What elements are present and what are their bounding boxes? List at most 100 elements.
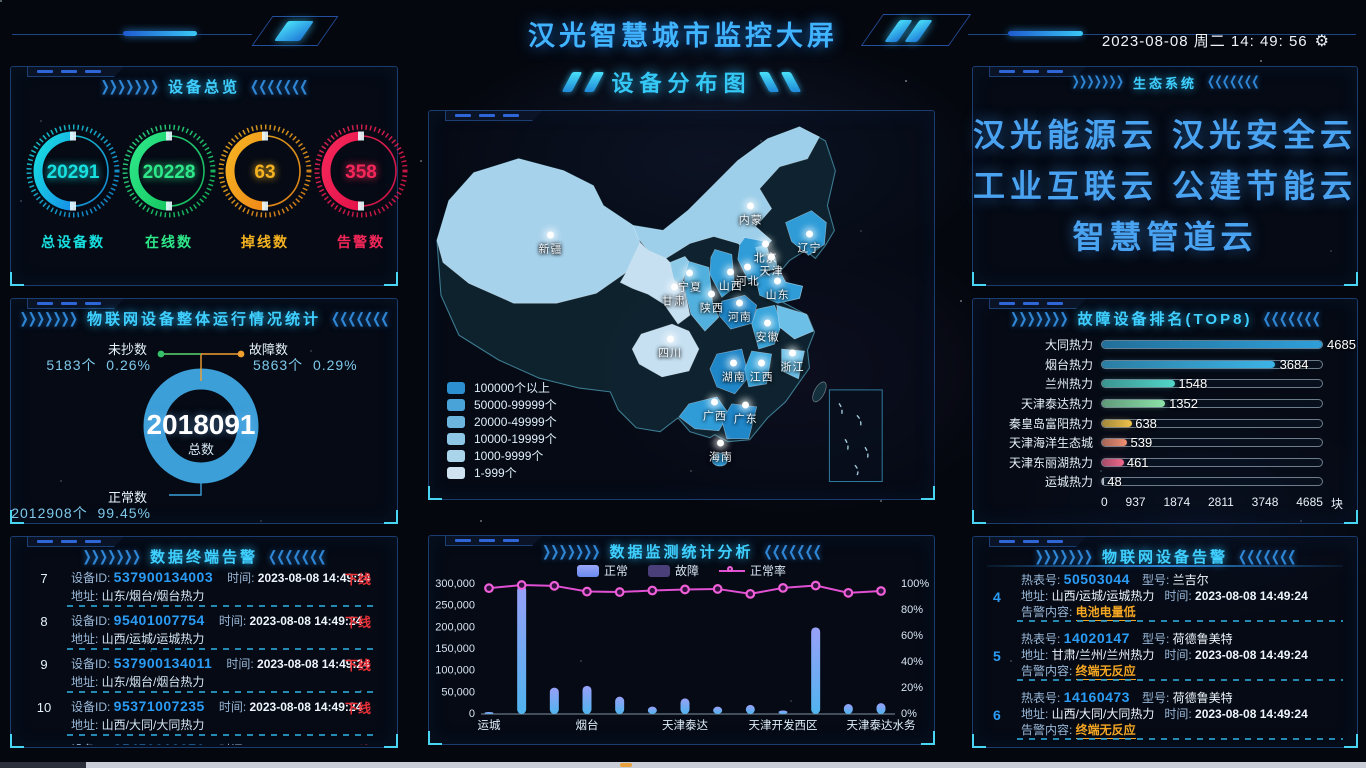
settings-gear-icon[interactable]: ⚙ [1314, 32, 1330, 50]
rate-point-10 [810, 580, 821, 591]
ranking-track: 461 [1101, 455, 1323, 470]
marker-dot-icon [730, 359, 738, 367]
province-zhejiang [781, 348, 805, 380]
address-value: 山东/烟台/烟台热力 [101, 589, 205, 603]
axis-tick: 937 [1125, 495, 1146, 509]
svg-text:80%: 80% [901, 604, 923, 616]
alarm-content-label: 告警内容: [1021, 723, 1076, 737]
datetime-text: 2023-08-08 周二 14: 49: 56 [1101, 33, 1308, 50]
svg-text:天津泰达: 天津泰达 [662, 718, 708, 732]
corner-accent [428, 731, 442, 745]
map-marker-河北[interactable]: 河北 [735, 263, 760, 289]
chevrons-right-icon: ❯❯❯❯❯❯❯ [82, 548, 141, 565]
header-bar: 汉光智慧城市监控大屏 2023-08-08 周二 14: 49: 56 ⚙ [0, 0, 1366, 60]
bar-12 [876, 703, 886, 714]
ranking-bar [1102, 478, 1105, 486]
callout-dot-unread [157, 350, 165, 358]
map-marker-海南[interactable]: 海南 [709, 439, 733, 465]
map-marker-天津[interactable]: 天津 [759, 253, 784, 279]
callout-dot-fault [237, 350, 245, 358]
gauge-label: 总设备数 [41, 234, 105, 250]
svg-text:300,000: 300,000 [435, 578, 475, 590]
slash-decor-icon [562, 72, 583, 92]
gauge-告警数: 358 告警数 [313, 123, 409, 252]
bar-4 [615, 696, 625, 714]
address-value: 山西/运城/运城热力 [1051, 589, 1155, 603]
map-marker-甘肃[interactable]: 甘肃 [662, 283, 686, 309]
ranking-label: 天津泰达热力 [1020, 397, 1093, 412]
terminal-alarm-row: 8 设备ID: 95401007754 时间: 2023-08-08 14:49:2… [23, 610, 385, 653]
panel-title-iot-stats: 物联网设备整体运行情况统计 [86, 310, 321, 328]
bar-5 [647, 706, 657, 714]
gauge-label: 在线数 [145, 234, 193, 250]
map-legend-item: 1-999个 [447, 464, 557, 481]
ranking-bar [1102, 419, 1132, 427]
meter-id-label: 热表号: [1021, 632, 1064, 646]
gauge-value: 20228 [142, 162, 196, 183]
marker-label: 天津 [759, 265, 784, 278]
corner-accent [921, 731, 935, 745]
bar-1 [517, 585, 527, 714]
map-marker-河南[interactable]: 河南 [728, 299, 752, 324]
map-marker-浙江[interactable]: 浙江 [781, 349, 805, 374]
svg-text:200,000: 200,000 [435, 621, 475, 633]
ranking-label: 天津东丽湖热力 [1008, 455, 1093, 470]
list-top-rule [987, 565, 1343, 567]
marker-label: 山东 [765, 289, 790, 302]
device-id-value: 95371007235 [113, 698, 205, 714]
map-marker-宁夏[interactable]: 宁夏 [678, 269, 702, 295]
map-marker-新疆[interactable]: 新疆 [539, 231, 563, 257]
marker-dot-icon [774, 277, 782, 285]
map-marker-内蒙[interactable]: 内蒙 [739, 202, 763, 228]
map-marker-四川[interactable]: 四川 [658, 335, 682, 360]
time-label: 时间: [1164, 648, 1196, 662]
row-index: 4 [993, 589, 1001, 605]
time-label: 时间: [219, 743, 250, 745]
chevrons-left-icon: ❮❮❮❮❮❮❮ [1262, 310, 1321, 327]
legend-swatch [447, 432, 465, 445]
map-marker-江西[interactable]: 江西 [750, 359, 774, 384]
map-marker-湖南[interactable]: 湖南 [722, 359, 746, 384]
map-marker-山东[interactable]: 山东 [765, 277, 790, 303]
map-legend-item: 20000-49999个 [447, 413, 557, 430]
address-value: 山西/大同/大同热力 [101, 718, 205, 732]
map-marker-广东[interactable]: 广东 [734, 401, 758, 427]
gauge-ring [218, 124, 312, 218]
model-label: 型号: [1141, 691, 1173, 705]
model-value: 荷德鲁美特 [1172, 632, 1233, 646]
os-taskbar-sliver[interactable] [0, 762, 1366, 768]
map-marker-陕西[interactable]: 陕西 [700, 290, 724, 316]
marker-label: 河北 [735, 275, 760, 288]
meter-id-value: 14160473 [1063, 689, 1130, 705]
legend-label: 1-999个 [474, 466, 517, 480]
svg-text:100%: 100% [901, 578, 929, 590]
ranking-bar [1102, 380, 1175, 388]
fault-value: 5863个 0.29% [253, 357, 358, 373]
legend-swatch [447, 449, 465, 462]
rate-point-11 [843, 587, 854, 598]
address-value: 山东/烟台/烟台热力 [101, 675, 205, 689]
province-hainan [711, 452, 729, 467]
marker-dot-icon [686, 269, 694, 277]
map-marker-山西[interactable]: 山西 [719, 268, 743, 294]
device-id-value: 537900134003 [113, 569, 214, 585]
map-marker-广西[interactable]: 广西 [703, 398, 727, 424]
province-guangdong [721, 403, 758, 440]
time-label: 时间: [226, 657, 258, 671]
marker-label: 江西 [749, 371, 774, 384]
legend-label: 100000个以上 [474, 381, 551, 395]
row-separator [1017, 738, 1343, 740]
marker-label: 辽宁 [797, 242, 822, 255]
svg-text:150,000: 150,000 [435, 643, 475, 655]
ranking-track: 3684 [1101, 357, 1323, 372]
model-label: 型号: [1141, 573, 1173, 587]
rate-point-6 [680, 584, 690, 595]
time-value: 2023-08-08 14:49:24 [257, 571, 371, 585]
row-index: 5 [993, 648, 1001, 664]
terminal-alarm-row: 11 设备ID: 95450010071 时间: 2023-08-08 14:49:… [23, 739, 385, 745]
device-id-label: 设备ID: [71, 657, 114, 671]
map-marker-辽宁[interactable]: 辽宁 [797, 230, 822, 256]
marker-dot-icon [742, 401, 750, 409]
map-marker-安徽[interactable]: 安徽 [756, 319, 780, 344]
